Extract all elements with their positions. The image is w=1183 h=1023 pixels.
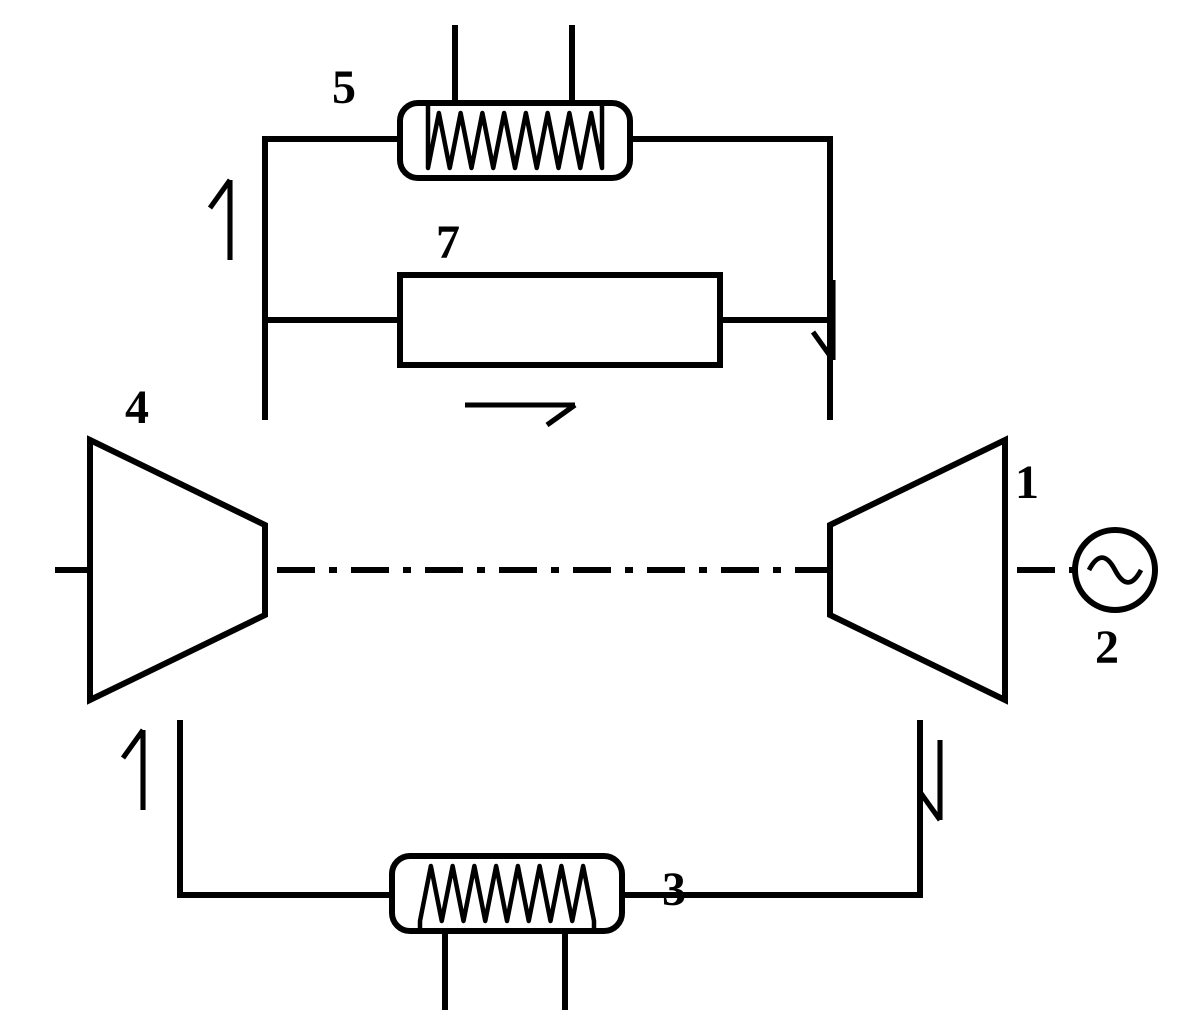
diagram-canvas <box>0 0 1183 1023</box>
label-bypass: 7 <box>436 215 460 270</box>
label-generator: 2 <box>1095 620 1119 675</box>
label-compressor: 4 <box>125 380 149 435</box>
label-turbine: 1 <box>1015 455 1039 510</box>
label-cooler: 3 <box>662 862 686 917</box>
label-heater: 5 <box>332 60 356 115</box>
